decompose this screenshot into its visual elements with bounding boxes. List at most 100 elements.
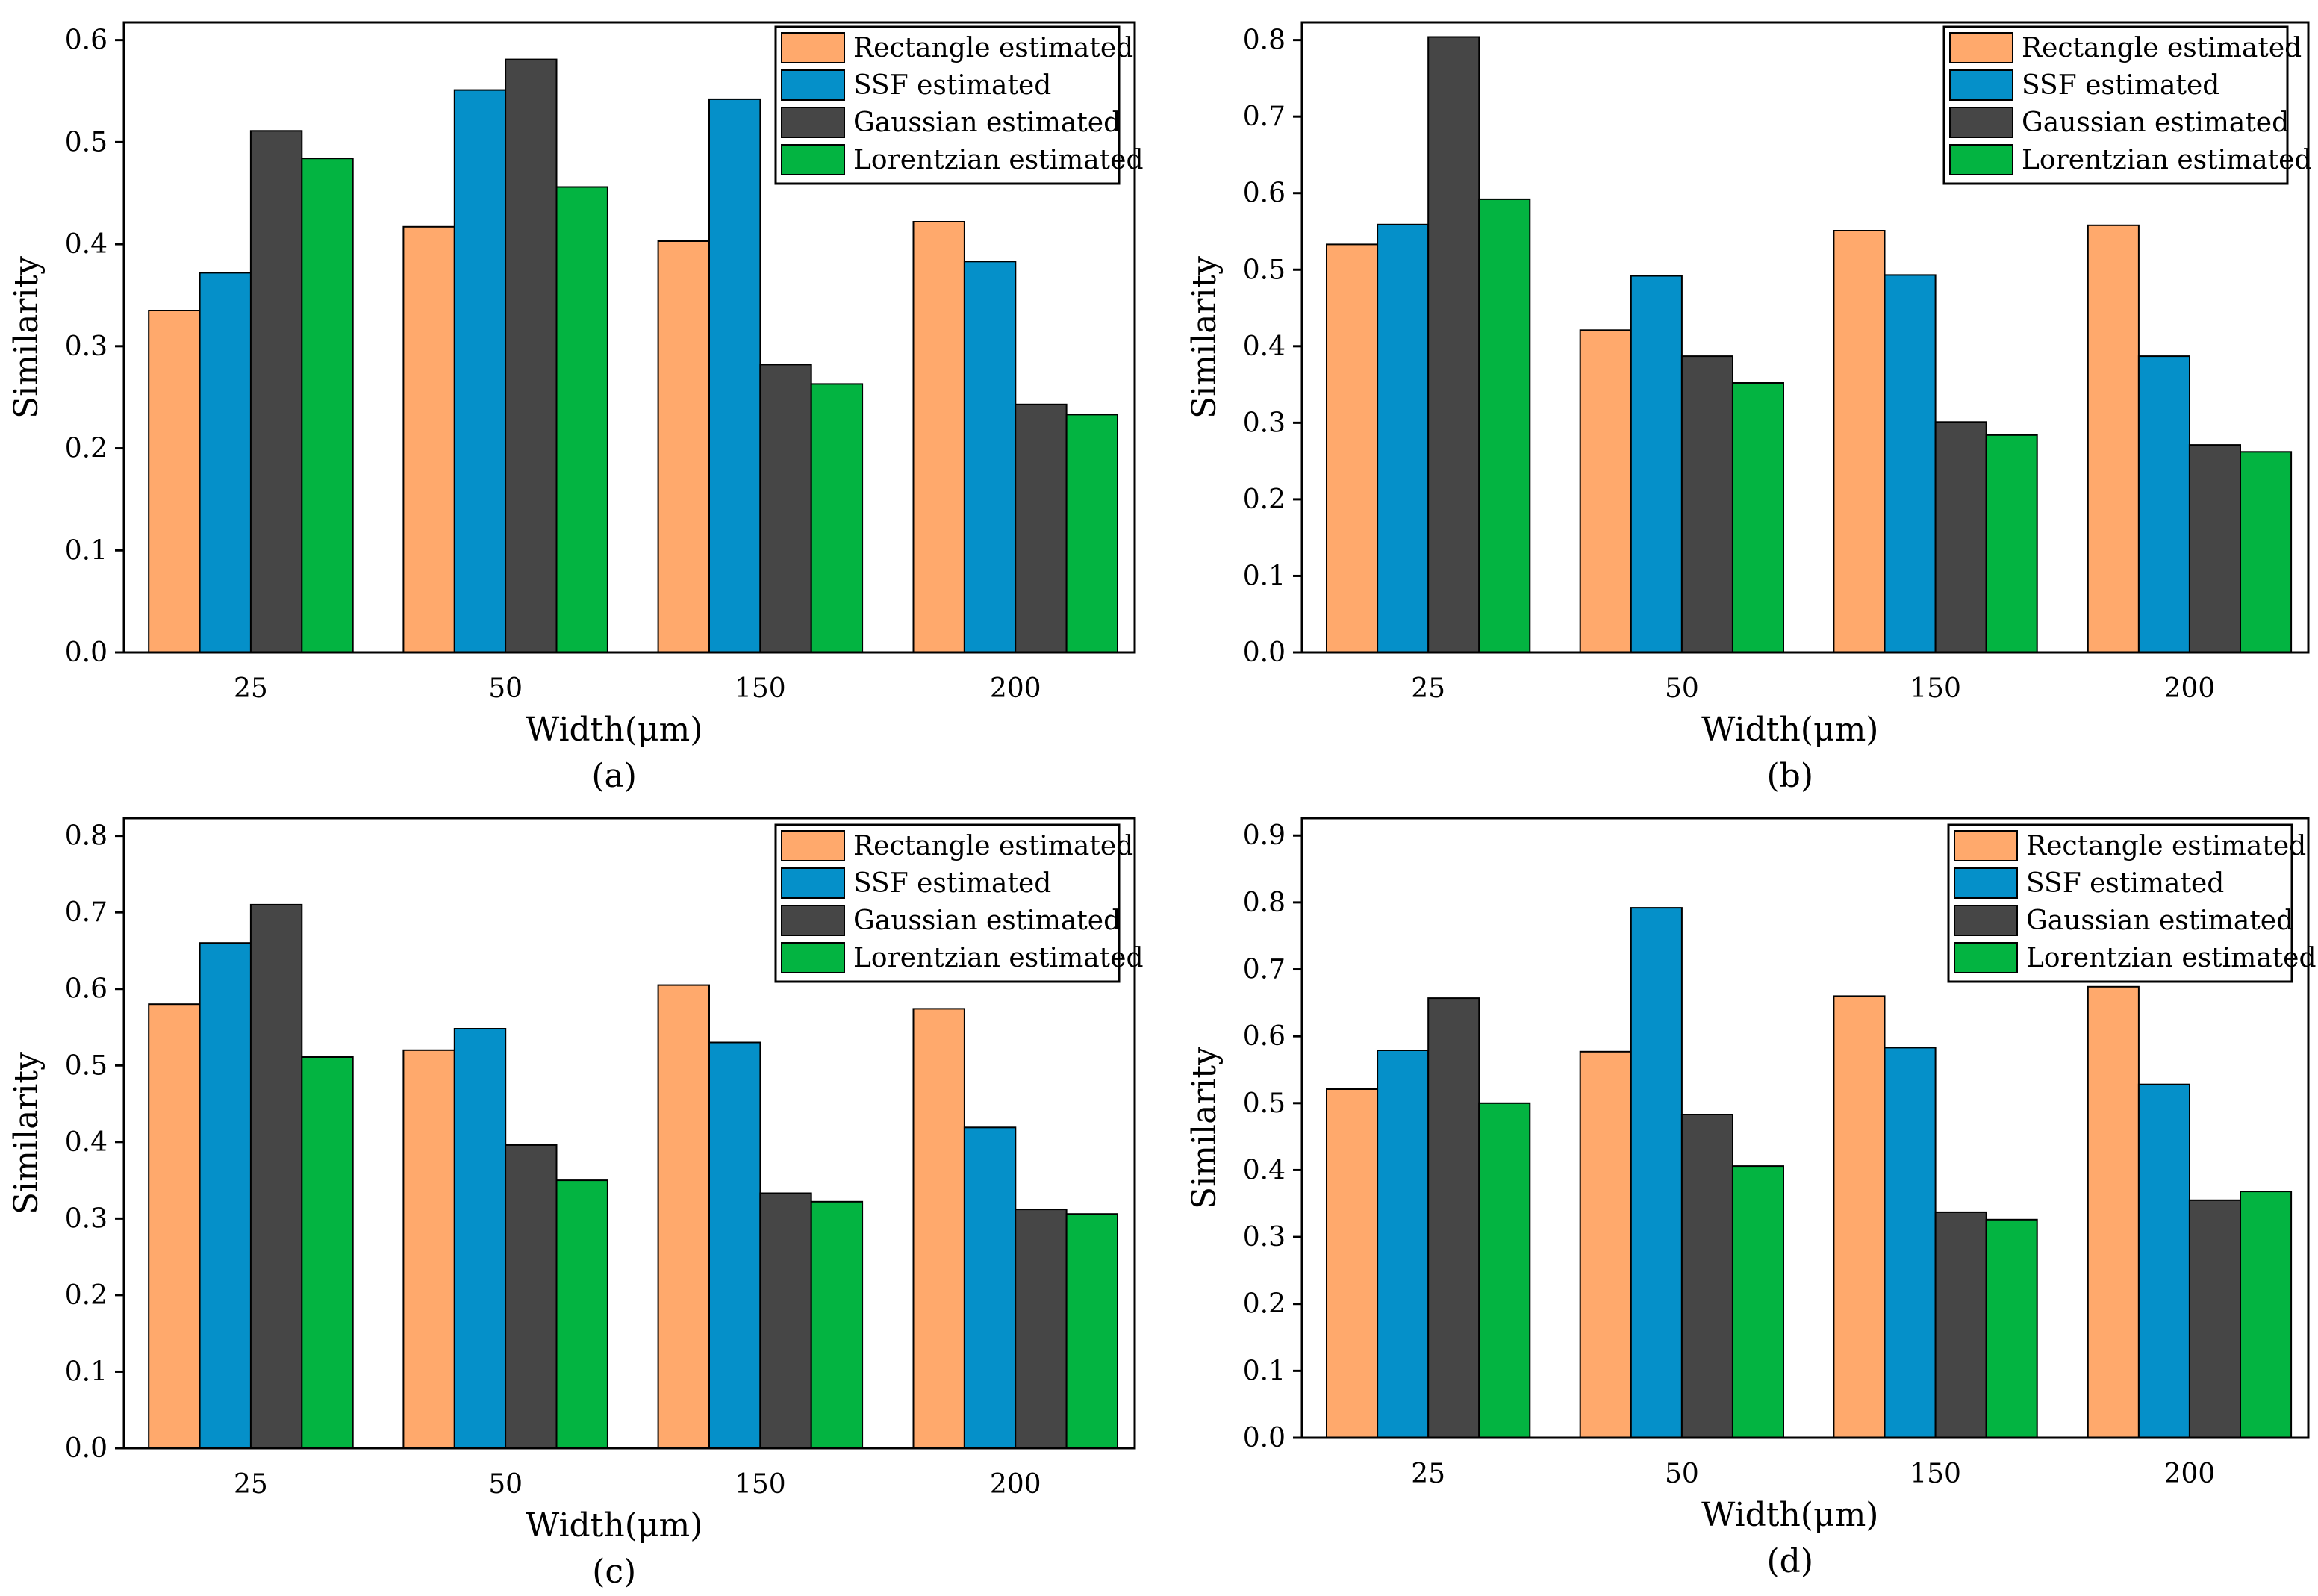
legend-label: Gaussian estimated (2022, 107, 2289, 138)
y-tick-label: 0.9 (1243, 820, 1286, 851)
bar-ssf-25 (199, 272, 252, 653)
legend-swatch (1954, 867, 2018, 899)
y-axis-label: Similarity (1186, 1047, 1224, 1209)
bar-ssf-150 (1884, 1047, 1937, 1438)
plot-frame (1300, 817, 2310, 1439)
y-tick-label: 0.5 (1243, 255, 1286, 285)
y-tick-label: 0.2 (1243, 484, 1286, 515)
legend-swatch (781, 942, 845, 973)
x-axis-label: Width(μm) (1701, 711, 1878, 749)
y-tick-label: 0.2 (1243, 1289, 1286, 1320)
plot-frame (1300, 21, 2310, 654)
legend-label: Gaussian estimated (853, 905, 1121, 936)
y-tick-label: 0.7 (65, 897, 108, 928)
bar-rectangle-200 (912, 221, 965, 653)
y-tick-label: 0.5 (1243, 1088, 1286, 1119)
x-tick-label: 200 (990, 673, 1041, 704)
y-axis-label: Similarity (1186, 256, 1224, 419)
bar-gaussian-150 (759, 1192, 812, 1449)
legend-label: SSF estimated (853, 70, 1051, 101)
chart-panel-d: 0.0 0.1 0.2 0.3 0.4 0.5 0.6 0.7 0.8 0.9 25 50 150 200… (1186, 817, 2317, 1580)
x-tick-label: 150 (735, 673, 786, 704)
bar-rectangle-200 (912, 1008, 965, 1449)
bar-ssf-200 (2137, 355, 2190, 653)
bar-ssf-150 (708, 98, 761, 653)
bar-gaussian-200 (2188, 1199, 2241, 1439)
y-tick-label: 0.6 (65, 974, 108, 1005)
panel-caption: (b) (1767, 757, 1814, 795)
y-tick-label: 0.5 (65, 1050, 108, 1081)
legend-swatch (781, 107, 845, 138)
bar-rectangle-25 (148, 310, 201, 653)
y-tick-label: 0.3 (1243, 1222, 1286, 1253)
x-tick-label: 50 (488, 1469, 523, 1500)
legend-swatch (781, 144, 845, 175)
bar-ssf-150 (1884, 274, 1937, 653)
y-tick-label: 0.7 (1243, 955, 1286, 985)
bar-gaussian-25 (249, 903, 303, 1449)
y-tick-label: 0.4 (1243, 1155, 1286, 1185)
x-tick-label: 25 (1411, 1459, 1445, 1489)
y-tick-label: 0.4 (65, 229, 108, 260)
y-axis-label: Similarity (7, 1052, 46, 1215)
y-tick-label: 0.4 (65, 1127, 108, 1158)
y-tick-label: 0.1 (65, 535, 108, 566)
bar-rectangle-150 (1833, 995, 1886, 1438)
legend-label: SSF estimated (853, 868, 1051, 899)
y-tick-label: 0.2 (65, 434, 108, 464)
bar-ssf-25 (1377, 1050, 1430, 1438)
bar-ssf-200 (963, 261, 1017, 653)
bar-rectangle-200 (2087, 224, 2140, 653)
bar-lorentzian-200 (1065, 1213, 1118, 1449)
chart-panel-a: 0.0 0.1 0.2 0.3 0.4 0.5 0.6 25 50 150 200 Width(μm)… (7, 21, 1144, 795)
bar-lorentzian-150 (810, 383, 864, 654)
bar-lorentzian-50 (1731, 382, 1784, 653)
bar-ssf-50 (453, 1028, 507, 1449)
bar-lorentzian-50 (1731, 1165, 1784, 1438)
bar-lorentzian-150 (810, 1200, 864, 1450)
y-tick-label: 0.3 (65, 331, 108, 362)
legend-swatch (1954, 942, 2018, 973)
x-tick-label: 150 (735, 1469, 786, 1500)
x-tick-label: 50 (1665, 1459, 1699, 1489)
legend-label: Rectangle estimated (2026, 831, 2306, 861)
bar-ssf-25 (199, 942, 252, 1449)
bar-rectangle-50 (1579, 329, 1632, 653)
y-tick-label: 0.6 (1243, 178, 1286, 209)
bar-ssf-150 (708, 1041, 761, 1449)
panel-caption: (c) (592, 1553, 636, 1591)
bar-lorentzian-150 (1985, 434, 2038, 653)
bar-gaussian-25 (249, 130, 303, 654)
bar-rectangle-150 (1833, 230, 1886, 653)
legend-label: Rectangle estimated (853, 33, 1133, 63)
y-tick-label: 0.2 (65, 1280, 108, 1311)
legend: Rectangle estimated SSF estimated Gaussian… (1947, 823, 2317, 983)
legend-swatch (1949, 107, 2013, 138)
y-tick-label: 0.1 (1243, 1356, 1286, 1386)
bar-lorentzian-150 (1985, 1218, 2038, 1439)
y-tick-label: 0.6 (1243, 1021, 1286, 1052)
x-tick-label: 25 (1411, 673, 1445, 704)
bar-gaussian-200 (2188, 444, 2241, 653)
legend-swatch (781, 69, 845, 101)
legend-label: Gaussian estimated (853, 107, 1121, 138)
bar-rectangle-200 (2087, 985, 2140, 1439)
legend: Rectangle estimated SSF estimated Gaussian… (1942, 25, 2312, 185)
y-tick-label: 0.7 (1243, 102, 1286, 132)
plot-frame (122, 817, 1136, 1450)
y-tick-label: 0.6 (65, 25, 108, 56)
x-axis-label: Width(μm) (526, 1506, 702, 1544)
y-tick-label: 0.0 (1243, 1423, 1286, 1453)
y-tick-label: 0.1 (65, 1356, 108, 1387)
bar-gaussian-25 (1427, 36, 1480, 653)
bar-gaussian-50 (1680, 1114, 1733, 1438)
y-axis-label: Similarity (7, 256, 46, 419)
bar-lorentzian-25 (1478, 198, 1531, 653)
legend-label: SSF estimated (2026, 868, 2224, 899)
bar-rectangle-50 (1579, 1050, 1632, 1439)
bar-lorentzian-50 (555, 186, 608, 653)
bar-rectangle-150 (657, 240, 710, 653)
bar-rectangle-25 (1326, 1088, 1379, 1438)
bar-lorentzian-200 (1065, 414, 1118, 654)
chart-panel-b: 0.0 0.1 0.2 0.3 0.4 0.5 0.6 0.7 0.8 25 50 150 200 Wid… (1186, 21, 2312, 795)
